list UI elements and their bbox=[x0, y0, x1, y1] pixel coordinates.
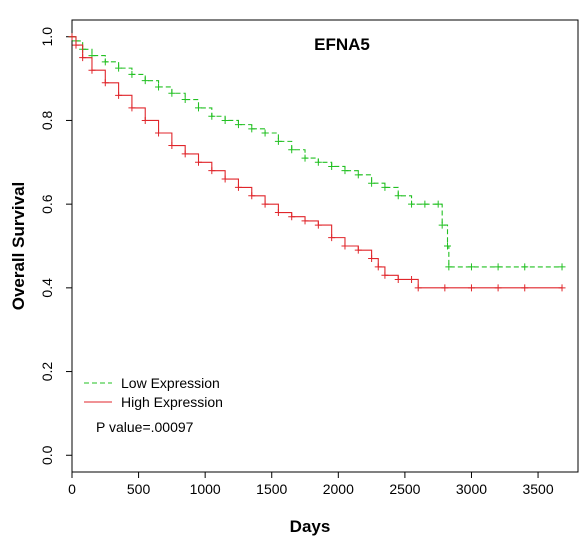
censor-mark bbox=[88, 66, 96, 74]
x-tick-label: 2500 bbox=[389, 481, 420, 497]
censor-mark bbox=[168, 89, 176, 97]
censor-mark bbox=[208, 167, 216, 175]
censor-mark bbox=[288, 213, 296, 221]
censor-mark bbox=[421, 200, 429, 208]
censor-mark bbox=[248, 192, 256, 200]
x-tick-label: 3500 bbox=[522, 481, 553, 497]
legend-label: Low Expression bbox=[121, 375, 220, 391]
censor-mark bbox=[234, 121, 242, 129]
y-tick-label: 0.2 bbox=[39, 362, 55, 382]
censor-mark bbox=[221, 175, 229, 183]
censor-mark bbox=[341, 167, 349, 175]
y-tick-label: 0.0 bbox=[39, 445, 55, 465]
censor-mark bbox=[408, 275, 416, 283]
x-tick-label: 0 bbox=[68, 481, 76, 497]
censor-mark bbox=[72, 41, 80, 49]
x-axis-title: Days bbox=[290, 517, 331, 536]
y-tick-label: 0.4 bbox=[39, 278, 55, 298]
censor-mark bbox=[288, 146, 296, 154]
censor-mark bbox=[368, 255, 376, 263]
censor-mark bbox=[354, 171, 362, 179]
x-tick-label: 2000 bbox=[323, 481, 354, 497]
censor-mark bbox=[181, 96, 189, 104]
censor-mark bbox=[115, 91, 123, 99]
censor-mark bbox=[115, 64, 123, 72]
y-axis-title: Overall Survival bbox=[9, 182, 28, 311]
censor-mark bbox=[274, 209, 282, 217]
censor-mark bbox=[414, 284, 422, 292]
series-line-low-expression bbox=[72, 36, 563, 268]
censor-mark bbox=[234, 183, 242, 191]
censor-mark bbox=[248, 125, 256, 133]
censor-mark bbox=[314, 158, 322, 166]
censor-mark bbox=[521, 284, 529, 292]
series-layer bbox=[68, 33, 566, 292]
censor-mark bbox=[128, 70, 136, 78]
censor-mark bbox=[341, 242, 349, 250]
censor-mark bbox=[328, 234, 336, 242]
p-value-annotation: P value=.00097 bbox=[96, 419, 194, 435]
chart-title: EFNA5 bbox=[314, 35, 370, 54]
censor-mark bbox=[381, 271, 389, 279]
censor-mark bbox=[521, 263, 529, 271]
censor-mark bbox=[221, 116, 229, 124]
censor-mark bbox=[445, 263, 453, 271]
censor-mark bbox=[328, 162, 336, 170]
censor-mark bbox=[354, 246, 362, 254]
censor-mark bbox=[314, 221, 322, 229]
censor-mark bbox=[558, 263, 566, 271]
censor-mark bbox=[494, 263, 502, 271]
censor-mark bbox=[467, 284, 475, 292]
censor-mark bbox=[155, 129, 163, 137]
censor-mark bbox=[195, 104, 202, 112]
legend-label: High Expression bbox=[121, 394, 223, 410]
legend: Low Expression High Expression bbox=[84, 375, 223, 410]
censor-mark bbox=[434, 200, 442, 208]
censor-mark bbox=[68, 33, 76, 41]
censor-mark bbox=[274, 137, 282, 145]
censor-mark bbox=[141, 116, 149, 124]
censor-mark bbox=[394, 275, 402, 283]
censor-mark bbox=[438, 221, 446, 229]
censor-mark bbox=[155, 83, 163, 91]
y-tick-label: 1.0 bbox=[39, 27, 55, 47]
censor-mark bbox=[195, 158, 202, 166]
censor-mark bbox=[261, 200, 269, 208]
censor-mark bbox=[394, 192, 402, 200]
censor-mark bbox=[467, 263, 475, 271]
censor-mark bbox=[168, 142, 176, 150]
censor-mark bbox=[301, 154, 309, 162]
censor-mark bbox=[79, 54, 87, 62]
x-tick-label: 1000 bbox=[190, 481, 221, 497]
censor-mark bbox=[408, 200, 416, 208]
x-tick-label: 3000 bbox=[456, 481, 487, 497]
censor-mark bbox=[101, 58, 109, 66]
censor-mark bbox=[558, 284, 566, 292]
censor-mark bbox=[301, 217, 309, 225]
censor-mark bbox=[261, 129, 269, 137]
x-axis: 0 500 1000 1500 2000 2500 3000 3500 bbox=[68, 472, 554, 497]
censor-mark bbox=[208, 112, 216, 120]
censor-mark bbox=[374, 263, 382, 271]
y-tick-label: 0.8 bbox=[39, 111, 55, 131]
y-axis: 0.0 0.2 0.4 0.6 0.8 1.0 bbox=[39, 27, 72, 465]
censor-mark bbox=[368, 179, 376, 187]
censor-mark bbox=[441, 284, 449, 292]
censor-mark bbox=[181, 150, 189, 158]
censor-mark bbox=[101, 79, 109, 87]
censor-mark bbox=[128, 104, 136, 112]
censor-mark bbox=[141, 77, 149, 85]
censor-mark bbox=[444, 242, 452, 250]
y-tick-label: 0.6 bbox=[39, 194, 55, 214]
x-tick-label: 1500 bbox=[256, 481, 287, 497]
plot-frame bbox=[71, 19, 579, 473]
censor-mark bbox=[381, 183, 389, 191]
x-tick-label: 500 bbox=[127, 481, 151, 497]
censor-mark bbox=[494, 284, 502, 292]
